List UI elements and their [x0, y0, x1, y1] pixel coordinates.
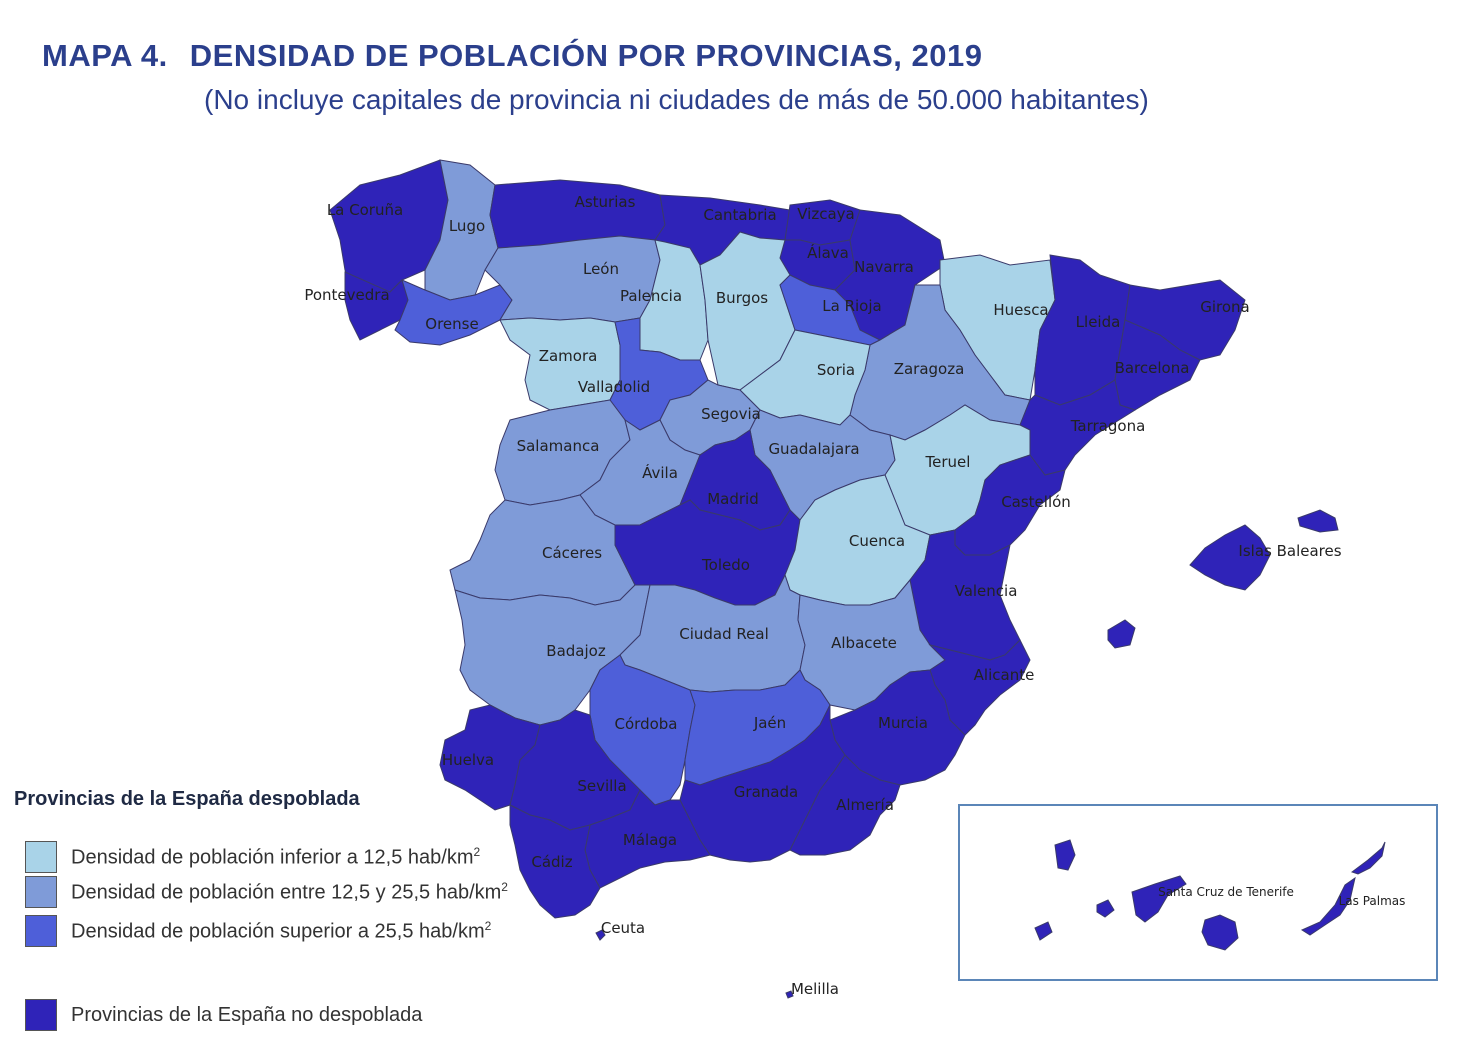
- province-label: Sevilla: [577, 777, 626, 795]
- province-label: Huelva: [442, 751, 494, 769]
- province-label: Tarragona: [1070, 417, 1146, 435]
- province-label: Navarra: [854, 258, 914, 276]
- province-label: Lleida: [1076, 313, 1121, 331]
- province-label: Cuenca: [849, 532, 905, 550]
- map-number: MAPA 4.: [42, 38, 168, 73]
- province-label: Valencia: [955, 582, 1018, 600]
- province-león: [484, 235, 661, 323]
- province-label: Castellón: [1001, 493, 1071, 511]
- province-label: Álava: [807, 243, 849, 262]
- province-label: Huesca: [993, 301, 1048, 319]
- province-label: Girona: [1200, 298, 1250, 316]
- canary-islands-inset: [958, 804, 1438, 981]
- map-subtitle: (No incluye capitales de provincia ni ci…: [204, 84, 1149, 115]
- province-label: Guadalajara: [768, 440, 859, 458]
- province-label: Badajoz: [546, 642, 606, 660]
- province-label: Pontevedra: [304, 286, 389, 304]
- province-label: Murcia: [878, 714, 928, 732]
- province-label: Almería: [836, 796, 894, 814]
- legend-swatch-low: [25, 841, 57, 873]
- province-label: Cádiz: [531, 853, 572, 871]
- province-label: Orense: [425, 315, 478, 333]
- legend-swatch-mid: [25, 876, 57, 908]
- province-label: Ceuta: [601, 919, 645, 937]
- legend-swatch-not-depopulated: [25, 999, 57, 1031]
- map-title-text: DENSIDAD DE POBLACIÓN POR PROVINCIAS, 20…: [189, 38, 983, 73]
- province-label: Burgos: [716, 289, 768, 307]
- legend-swatch-high: [25, 915, 57, 947]
- legend-item-low: Densidad de población inferior a 12,5 ha…: [25, 840, 480, 874]
- province-label: Alicante: [974, 666, 1035, 684]
- province-label: Las Palmas: [1339, 894, 1406, 908]
- province-label: Santa Cruz de Tenerife: [1158, 885, 1294, 899]
- legend-label-not-depopulated: Provincias de la España no despoblada: [71, 1003, 423, 1026]
- map-title: MAPA 4. DENSIDAD DE POBLACIÓN POR PROVINC…: [42, 38, 983, 74]
- legend-item-high: Densidad de población superior a 25,5 ha…: [25, 914, 491, 948]
- province-label: Granada: [734, 783, 798, 801]
- legend-label-mid: Densidad de población entre 12,5 y 25,5 …: [71, 879, 508, 904]
- province-ceuta: [595, 929, 606, 941]
- province-label: Valladolid: [578, 378, 650, 396]
- province-label: Madrid: [707, 490, 759, 508]
- legend-title: Provincias de la España despoblada: [14, 788, 360, 810]
- province-pontevedra: [344, 271, 409, 341]
- province-melilla: [785, 990, 794, 999]
- legend-item-mid: Densidad de población entre 12,5 y 25,5 …: [25, 875, 508, 909]
- province-label: Melilla: [791, 980, 839, 998]
- province-label: Ávila: [642, 463, 678, 482]
- province-orense: [394, 279, 513, 346]
- province-las-palmas: [1300, 841, 1386, 936]
- province-label: Albacete: [831, 634, 897, 652]
- province-islas-baleares: [1107, 509, 1339, 649]
- province-cádiz: [509, 804, 601, 919]
- province-label: Barcelona: [1115, 359, 1190, 377]
- province-label: La Coruña: [327, 201, 403, 219]
- province-label: Salamanca: [517, 437, 600, 455]
- province-label: Asturias: [575, 193, 636, 211]
- legend-item-not-depopulated: Provincias de la España no despoblada: [25, 998, 422, 1032]
- province-label: Lugo: [449, 217, 485, 235]
- province-barcelona: [1114, 319, 1201, 411]
- province-label: Zamora: [539, 347, 598, 365]
- legend-label-low: Densidad de población inferior a 12,5 ha…: [71, 844, 481, 869]
- province-label: Cáceres: [542, 544, 602, 562]
- province-label: Cantabria: [703, 206, 776, 224]
- province-label: Vizcaya: [797, 205, 854, 223]
- province-label: Málaga: [623, 831, 677, 849]
- province-label: Palencia: [620, 287, 682, 305]
- province-almería: [789, 754, 901, 856]
- province-santa-cruz-de-tenerife: [1034, 839, 1239, 951]
- province-label: La Rioja: [822, 297, 881, 315]
- province-label: Jaén: [753, 714, 786, 732]
- province-label: Zaragoza: [894, 360, 965, 378]
- province-label: Soria: [817, 361, 855, 379]
- province-label: Islas Baleares: [1238, 542, 1341, 560]
- province-label: Teruel: [925, 453, 971, 471]
- province-label: Ciudad Real: [679, 625, 769, 643]
- legend-label-high: Densidad de población superior a 25,5 ha…: [71, 918, 492, 943]
- province-label: Córdoba: [615, 715, 678, 733]
- province-label: Segovia: [701, 405, 761, 423]
- province-label: León: [583, 260, 619, 278]
- province-label: Toledo: [701, 556, 750, 574]
